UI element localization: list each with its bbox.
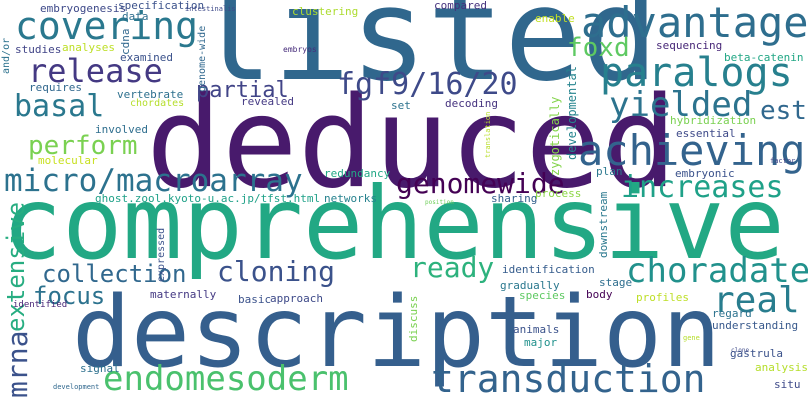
word-maternally: maternally xyxy=(150,288,217,301)
word-covering: covering xyxy=(15,4,199,48)
word-gastrula: gastrula xyxy=(730,347,783,360)
word-transduction: transduction xyxy=(431,357,706,401)
word-studies: studies xyxy=(15,43,62,56)
word-cloning: cloning xyxy=(217,255,336,288)
word-revealed: revealed xyxy=(241,95,294,108)
word-basal: basal xyxy=(14,89,105,124)
word-extensive: extensive xyxy=(2,201,30,332)
word-collection: collection xyxy=(42,260,187,288)
word-examined: examined xyxy=(120,51,173,64)
word-involved: involved xyxy=(95,123,148,136)
word-embryogenesis: embryogenesis xyxy=(40,2,127,15)
word-gradually: gradually xyxy=(500,279,560,292)
word-sharing: sharing xyxy=(491,192,538,205)
word-listed: listed xyxy=(196,0,659,110)
word-specification: specification xyxy=(118,0,205,12)
word-developmental: developmental xyxy=(565,66,579,160)
word-requires: requires xyxy=(29,81,82,94)
word-regard: regard xyxy=(712,307,752,320)
word-est: est xyxy=(760,96,807,126)
word-endomesoderm: endomesoderm xyxy=(103,359,349,399)
word-beta-catenin: beta-catenin xyxy=(724,51,804,64)
word-hybridization: hybridization xyxy=(670,114,757,127)
word-body: body xyxy=(586,288,613,301)
word-paralogs: paralogs xyxy=(600,50,793,96)
word-stage: stage xyxy=(599,276,633,289)
word-basic: basic xyxy=(238,293,272,306)
word-ghost-url: ghost.zool.kyoto-u.ac.jp/tfst.html xyxy=(95,192,321,205)
word-ready: ready xyxy=(410,251,495,284)
word-essential: essential xyxy=(676,127,736,140)
word-advantage: advantage xyxy=(581,0,808,47)
word-description: description xyxy=(72,276,722,390)
word-fgf9-16-20: fgf9/16/20 xyxy=(337,67,518,102)
word-mrna: mrna xyxy=(1,330,34,398)
word-identification: identification xyxy=(502,263,595,276)
word-yielded: yielded xyxy=(609,85,753,125)
word-perform: perform xyxy=(28,131,138,161)
word-downstream: downstream xyxy=(597,191,610,258)
word-approach: approach xyxy=(270,292,323,305)
word-process: process xyxy=(535,187,582,200)
word-analyses: analyses xyxy=(62,41,115,54)
word-genome-wide: genome-wide xyxy=(197,25,208,92)
word-translation: translation xyxy=(484,111,492,158)
word-sequencing: sequencing xyxy=(656,39,723,52)
word-plan: plan xyxy=(596,165,623,178)
word-intestinalis: intestinalis xyxy=(185,5,236,13)
word-clustering: clustering xyxy=(292,5,359,18)
word-species: species xyxy=(519,289,566,302)
word-foxd: foxd xyxy=(567,33,630,63)
word-decoding: decoding xyxy=(445,97,498,110)
word-situ: situ xyxy=(774,378,801,391)
word-real: real xyxy=(713,280,800,321)
word-redundancy: redundancy xyxy=(324,167,391,180)
word-focus: focus xyxy=(33,282,106,310)
word-set: set xyxy=(391,99,411,112)
word-and-or: and/or xyxy=(1,37,12,74)
word-genomewide: genomewide xyxy=(396,167,565,200)
word-compared: compared xyxy=(434,0,487,12)
word-clone: clone xyxy=(731,347,750,354)
word-embryonic: embryonic xyxy=(675,167,735,180)
word-micro-macroarray: micro/macroarray xyxy=(4,163,303,199)
word-achieving: achieving xyxy=(578,126,806,175)
word-data: data xyxy=(122,10,149,23)
word-development: development xyxy=(53,383,100,391)
word-increases: increases xyxy=(621,170,784,205)
word-choradate: choradate xyxy=(626,251,808,291)
word-molecular: molecular xyxy=(38,154,98,167)
word-zygotically: zygotically xyxy=(548,96,562,176)
word-factor: factor xyxy=(770,157,796,165)
word-enable: enable xyxy=(535,12,575,25)
word-discuss: discuss xyxy=(407,295,420,342)
word-expressed: expressed xyxy=(156,227,167,282)
word-embryos: embryos xyxy=(283,45,317,54)
word-gene: gene xyxy=(683,334,700,342)
word-major: major xyxy=(524,336,558,349)
word-understanding: understanding xyxy=(712,319,799,332)
word-deduced: deduced xyxy=(146,69,678,216)
word-position: position xyxy=(425,199,454,206)
word-signal: signal xyxy=(80,362,120,375)
word-chordates: chordates xyxy=(130,98,185,109)
word-release: release xyxy=(28,52,163,90)
word-vertebrate: vertebrate xyxy=(117,88,184,101)
word-identified: identified xyxy=(13,300,68,310)
word-analysis: analysis xyxy=(755,361,808,374)
word-profiles: profiles xyxy=(636,291,689,304)
word-comprehensive: comprehensive xyxy=(2,165,785,282)
word-networks: networks xyxy=(324,192,377,205)
word-partial: partial xyxy=(196,78,289,103)
word-animals: animals xyxy=(513,323,560,336)
